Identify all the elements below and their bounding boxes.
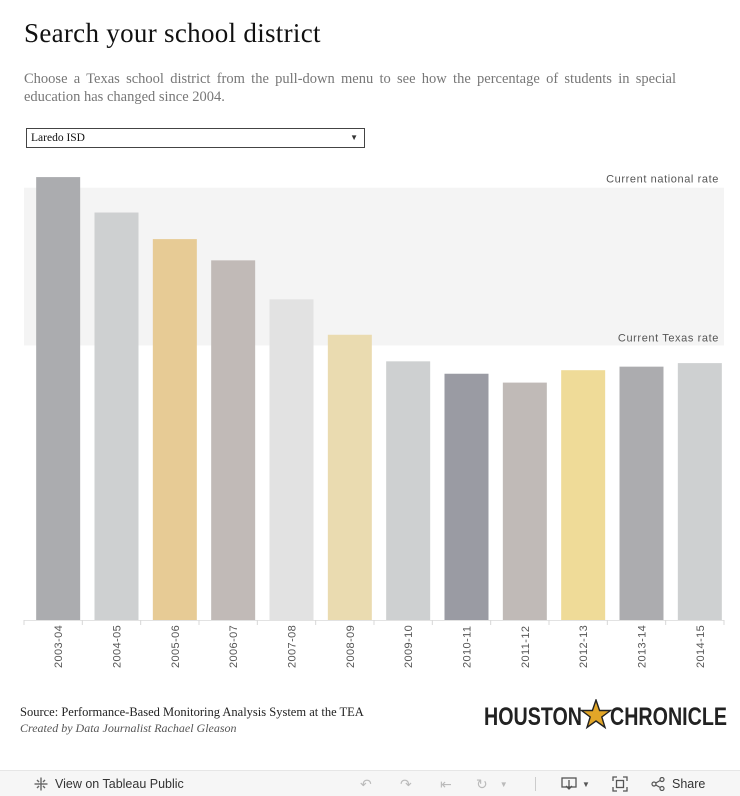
logo-text-left: HOUSTON	[484, 703, 582, 731]
bar-2007-08[interactable]	[269, 299, 314, 620]
fullscreen-button[interactable]	[612, 771, 628, 796]
x-tick-label: 2005-06	[170, 625, 182, 668]
source-text: Performance-Based Monitoring Analysis Sy…	[61, 705, 364, 719]
bar-2013-14[interactable]	[619, 366, 664, 620]
chevron-down-icon: ▼	[499, 779, 508, 789]
bar-2012-13[interactable]	[561, 370, 606, 620]
refresh-icon: ↻	[476, 775, 488, 792]
x-tick-label: 2011-12	[520, 626, 532, 668]
download-button[interactable]: ▼	[561, 771, 590, 796]
tableau-toolbar: View on Tableau Public ↶ ↷ ⇤ ↻ ▼ ▼	[0, 770, 740, 796]
view-on-tableau-button[interactable]: View on Tableau Public	[34, 771, 184, 796]
fullscreen-icon	[612, 776, 628, 792]
redo-button[interactable]: ↷	[400, 771, 412, 796]
x-tick-label: 2006-07	[228, 625, 240, 668]
x-tick-label: 2003-04	[53, 625, 65, 668]
national-rate-label: Current national rate	[606, 174, 719, 186]
bars-group	[36, 177, 722, 620]
x-tick-label: 2010-11	[462, 626, 474, 668]
refresh-button[interactable]: ↻ ▼	[476, 771, 508, 796]
x-tick-label: 2012-13	[578, 625, 590, 668]
source-label: Source:	[20, 705, 59, 719]
view-on-tableau-label: View on Tableau Public	[55, 777, 184, 791]
redo-icon: ↷	[400, 775, 412, 792]
x-axis-ticks	[23, 620, 725, 625]
texas-rate-label: Current Texas rate	[618, 332, 719, 344]
bar-2005-06[interactable]	[152, 239, 197, 620]
chevron-down-icon: ▼	[350, 133, 358, 142]
revert-icon: ⇤	[440, 775, 452, 792]
reference-band	[24, 187, 724, 346]
district-select-value: Laredo ISD	[31, 132, 85, 144]
star-icon	[579, 699, 613, 730]
bar-2010-11[interactable]	[444, 373, 489, 620]
x-tick-label: 2004-05	[112, 625, 124, 668]
x-tick-label: 2014-15	[695, 625, 707, 668]
district-select[interactable]: Laredo ISD ▼	[26, 128, 365, 148]
bar-2008-09[interactable]	[327, 334, 372, 620]
x-axis-labels: 2003-04 2004-05 2005-06 2006-07 2007-08 2008-…	[53, 625, 707, 668]
bar-2004-05[interactable]	[94, 212, 139, 620]
logo-text-right: CHRONICLE	[610, 703, 727, 731]
credit-note: Created by Data Journalist Rachael Gleas…	[20, 721, 237, 735]
x-tick-label: 2013-14	[637, 625, 649, 668]
bar-chart: Current national rate Current Texas rate…	[23, 174, 725, 668]
undo-icon: ↶	[360, 775, 372, 792]
x-tick-label: 2008-09	[345, 625, 357, 668]
toolbar-divider	[535, 771, 536, 796]
x-tick-label: 2009-10	[403, 625, 415, 668]
undo-button[interactable]: ↶	[360, 771, 372, 796]
bar-2011-12[interactable]	[502, 382, 547, 620]
bar-2014-15[interactable]	[677, 363, 722, 620]
tableau-icon	[34, 777, 48, 791]
x-tick-label: 2007-08	[287, 625, 299, 668]
bar-2003-04[interactable]	[36, 177, 81, 620]
page-title: Search your school district	[24, 18, 321, 48]
bar-2009-10[interactable]	[386, 361, 431, 620]
share-label: Share	[672, 777, 706, 791]
bar-2006-07[interactable]	[211, 260, 256, 620]
share-icon	[651, 777, 665, 791]
page-subtitle: Choose a Texas school district from the …	[24, 71, 676, 105]
revert-button[interactable]: ⇤	[440, 771, 452, 796]
share-button[interactable]: Share	[651, 771, 705, 796]
source-note: Source: Performance-Based Monitoring Ana…	[20, 705, 364, 720]
chevron-down-icon: ▼	[582, 779, 590, 789]
houston-chronicle-logo: HOUSTON CHRONICLE	[484, 699, 727, 731]
download-icon	[561, 777, 577, 790]
